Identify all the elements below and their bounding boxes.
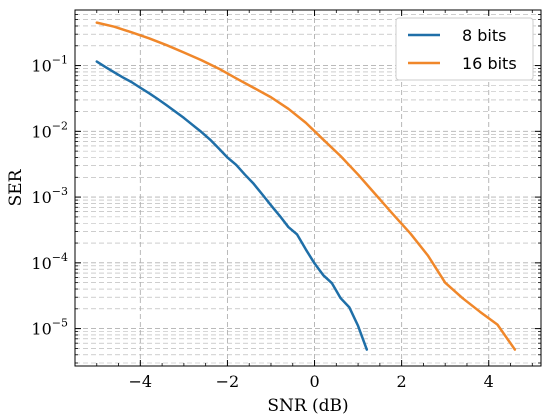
y-tick-label: 10−4: [31, 251, 68, 273]
x-tick-label: 4: [484, 372, 494, 391]
x-tick-label: −4: [129, 372, 153, 391]
legend: 8 bits 16 bits: [395, 17, 534, 81]
y-tick-label: 10−1: [31, 54, 68, 76]
grid: [75, 10, 541, 366]
y-tick-label: 10−5: [31, 317, 68, 339]
legend-box: [395, 17, 534, 81]
x-axis-label: SNR (dB): [267, 396, 348, 416]
axis-ticks: −4 −2 0 2 4 10−5 10−4 10−3 10−2 10−1: [31, 10, 541, 391]
y-tick-label: 10−2: [31, 119, 68, 141]
plot-area-frame: [74, 9, 542, 367]
x-tick-label: −2: [216, 372, 240, 391]
x-tick-label: 2: [397, 372, 407, 391]
legend-label-8-bits: 8 bits: [462, 26, 506, 45]
legend-label-16-bits: 16 bits: [462, 54, 517, 73]
series-line-8-bits: [95, 60, 369, 351]
y-tick-label: 10−3: [31, 185, 68, 207]
x-tick-label: 0: [309, 372, 319, 391]
y-axis-label: SER: [6, 168, 26, 206]
series-line-16-bits: [95, 21, 517, 351]
series-lines: [95, 21, 517, 351]
